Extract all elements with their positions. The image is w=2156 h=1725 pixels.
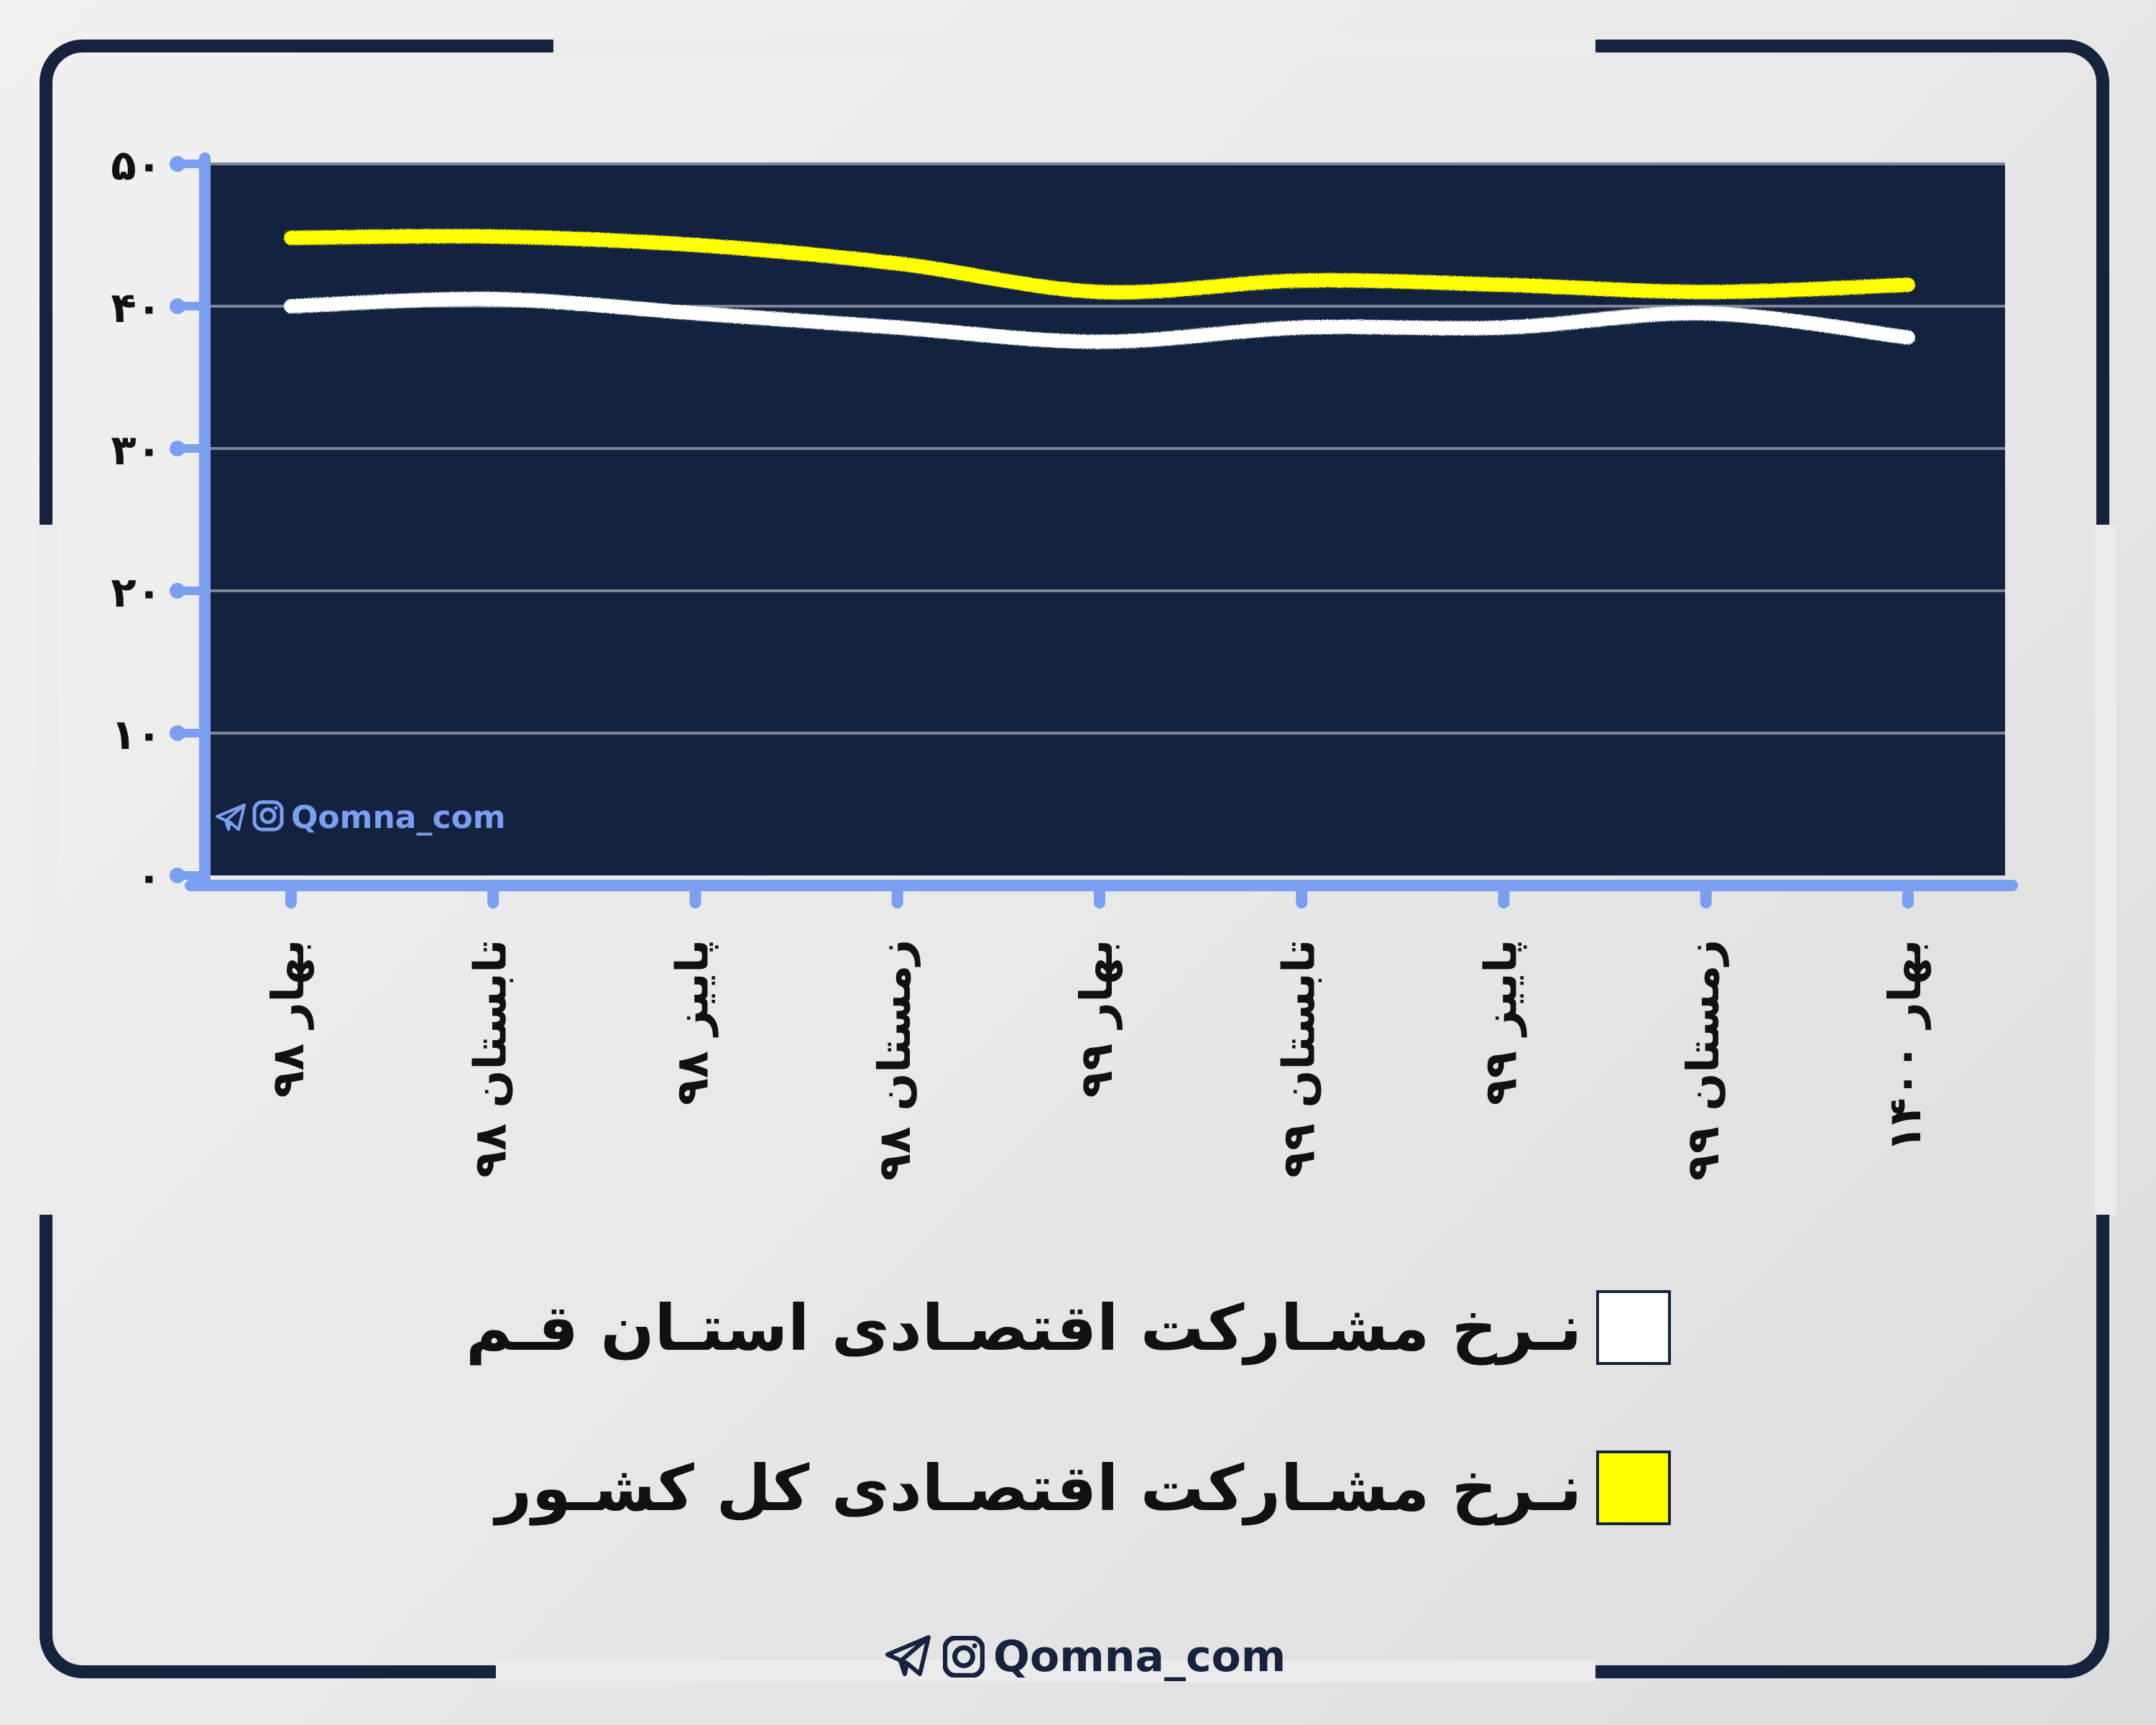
footer-brand-text: Qomna_com [993, 1632, 1286, 1682]
legend-label-qom: نـرخ مشـارکت اقتصـادی استـان قـم [466, 1290, 1582, 1365]
x-tick-label: تابستان ۹۹ [1272, 939, 1325, 1178]
y-tick-label: ۰ [137, 852, 162, 901]
frame-gap-bottom [496, 1660, 1595, 1682]
series-point-0 [289, 304, 293, 308]
plot-area [208, 164, 2005, 875]
y-tick-label: ۲۰ [111, 568, 162, 617]
x-tick-label: پاییز ۹۸ [666, 939, 719, 1105]
series-point-0 [895, 325, 900, 330]
x-tick-label: زمستان ۹۸ [868, 939, 921, 1181]
series-point-1 [1906, 282, 1910, 288]
legend-swatch-country [1596, 1450, 1671, 1525]
telegram-icon [216, 804, 246, 831]
frame-gap-right [2095, 525, 2116, 1215]
telegram-icon [885, 1635, 931, 1676]
series-point-0 [1703, 310, 1708, 316]
y-tick-label: ۳۰ [111, 426, 162, 474]
plot-watermark-text: Qomna_com [291, 799, 506, 836]
series-point-0 [1501, 325, 1506, 330]
y-tick-label: ۱۰ [111, 710, 162, 759]
x-tick-label: بهار ۹۹ [1070, 939, 1123, 1098]
plot-watermark: Qomna_com [216, 799, 506, 836]
series-point-0 [1097, 339, 1102, 344]
series-point-0 [491, 297, 496, 302]
series-point-1 [1703, 290, 1708, 295]
instagram-icon [943, 1636, 985, 1678]
series-point-1 [895, 261, 900, 266]
x-tick-label: تابستان ۹۸ [464, 939, 516, 1178]
instagram-icon [252, 800, 284, 832]
x-tick-label: بهار ۹۸ [262, 939, 314, 1098]
series-point-0 [1906, 335, 1910, 340]
legend-item-qom: نـرخ مشـارکت اقتصـادی استـان قـم [466, 1290, 1671, 1365]
legend-item-country: نـرخ مشـارکت اقتصـادی کل کشـور [495, 1450, 1671, 1525]
series-point-1 [1299, 278, 1304, 283]
legend-swatch-qom [1596, 1290, 1671, 1365]
series-point-1 [491, 234, 496, 239]
series-point-0 [693, 310, 698, 316]
frame-gap-left [36, 525, 57, 1215]
footer-brand: Qomna_com [884, 1632, 1286, 1682]
series-point-1 [1097, 290, 1102, 295]
series-point-1 [693, 242, 698, 247]
x-tick-label: زمستان ۹۹ [1677, 939, 1729, 1181]
x-tick-label: پاییز ۹۹ [1475, 939, 1527, 1105]
x-tick-label: بهار ۱۴۰۰ [1879, 939, 1931, 1152]
series-point-1 [289, 235, 293, 240]
frame-gap-top [553, 36, 1595, 58]
y-tick-label: ۵۰ [111, 141, 162, 190]
y-tick-label: ۴۰ [111, 283, 162, 332]
legend-label-country: نـرخ مشـارکت اقتصـادی کل کشـور [495, 1450, 1582, 1525]
series-point-0 [1299, 325, 1304, 330]
series-point-1 [1501, 282, 1506, 288]
